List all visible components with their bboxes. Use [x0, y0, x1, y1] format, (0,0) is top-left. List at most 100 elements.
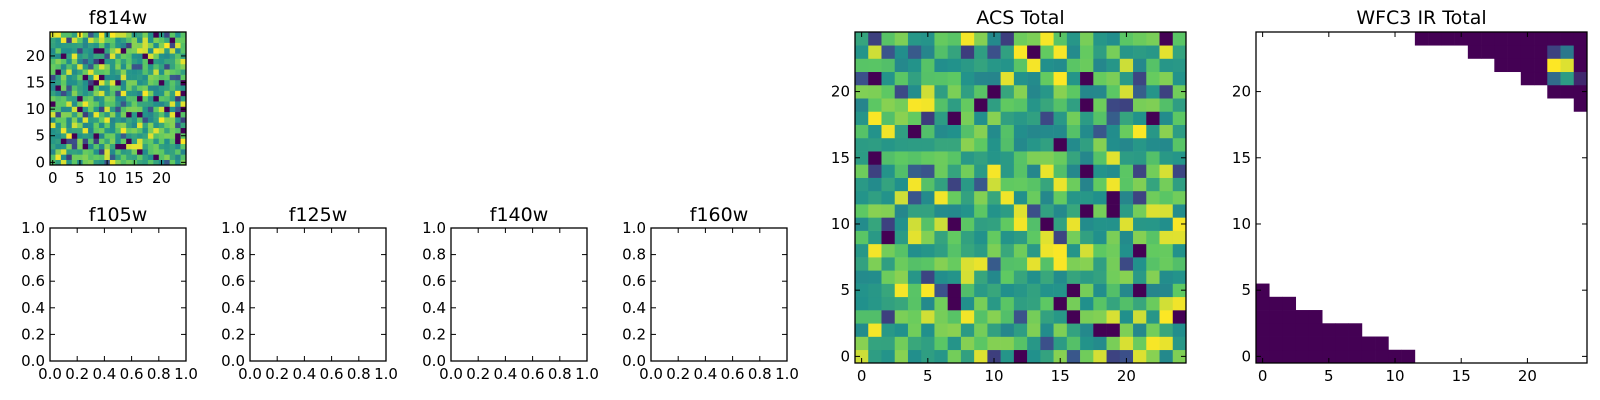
heatmap-cell [1066, 283, 1081, 298]
heatmap-cell [1159, 98, 1174, 112]
heatmap-cell [66, 90, 73, 97]
heatmap-cell [142, 117, 149, 123]
heatmap-cell [147, 63, 154, 70]
heatmap-cell [88, 79, 94, 86]
heatmap-cell [947, 58, 962, 73]
heatmap-cell [115, 111, 122, 118]
heatmap-cell [1093, 137, 1107, 152]
heatmap-cell [126, 111, 132, 118]
heatmap-cell [50, 117, 56, 123]
heatmap-cell [82, 37, 89, 43]
heatmap-cell [109, 127, 116, 134]
heatmap-cell [164, 63, 170, 70]
heatmap-cell [153, 133, 160, 139]
y-tick-label: 10 [831, 215, 850, 233]
heatmap-cell [1080, 111, 1094, 125]
y-tick-label: 0.8 [422, 246, 446, 264]
heatmap-cell [1027, 177, 1041, 192]
heatmap-cell [77, 79, 83, 86]
heatmap-cell [131, 122, 138, 129]
heatmap-cell [1106, 164, 1121, 178]
heatmap-cell [1146, 204, 1160, 218]
heatmap-cell [881, 310, 896, 324]
heatmap-cell [1106, 204, 1121, 218]
heatmap-cell [1013, 270, 1028, 284]
heatmap-cell [947, 230, 962, 245]
heatmap-cell [164, 111, 170, 118]
heatmap-cell [987, 45, 1001, 59]
heatmap-cell [1159, 349, 1174, 364]
heatmap-cell [855, 217, 869, 231]
heatmap-cell [109, 74, 116, 81]
heatmap-cell [158, 106, 165, 113]
heatmap-cell [137, 47, 143, 54]
heatmap-cell [1146, 310, 1160, 324]
heatmap-cell [1066, 230, 1081, 245]
heatmap-cell [180, 90, 187, 97]
heatmap-cell [907, 270, 922, 284]
heatmap-cell [120, 117, 127, 123]
heatmap-cell [50, 95, 56, 102]
heatmap-cell [50, 58, 56, 65]
heatmap-cell [131, 143, 138, 150]
heatmap-cell [1093, 32, 1107, 46]
heatmap-cell [158, 58, 165, 65]
heatmap-cell [104, 95, 111, 102]
heatmap-cell [164, 79, 170, 86]
heatmap-cell [855, 310, 869, 324]
heatmap-cell [1013, 98, 1028, 112]
heatmap-cell [142, 32, 149, 38]
heatmap-cell [1053, 270, 1068, 284]
heatmap-cell [175, 32, 181, 38]
heatmap-cell [1027, 137, 1041, 152]
heatmap-cell [1146, 98, 1160, 112]
heatmap-cell [109, 154, 116, 160]
heatmap-cell [71, 122, 78, 129]
heatmap-cell [987, 270, 1001, 284]
heatmap-cell [1119, 45, 1134, 59]
heatmap-cell [77, 63, 83, 70]
heatmap-cell [98, 159, 105, 166]
heatmap-cell [907, 243, 922, 258]
heatmap-cell [104, 122, 111, 129]
heatmap-cell [1040, 296, 1054, 311]
heatmap-cell [855, 71, 869, 86]
heatmap-cell [868, 124, 882, 139]
heatmap-cell [1119, 336, 1134, 351]
heatmap-cell [164, 42, 170, 49]
heatmap-cell [88, 127, 94, 134]
heatmap-cell [147, 101, 154, 107]
heatmap-cell [126, 149, 132, 155]
heatmap-cell [120, 159, 127, 166]
heatmap-cell [1027, 71, 1041, 86]
heatmap-cell [131, 63, 138, 70]
heatmap-cell [175, 111, 181, 118]
heatmap-cell [82, 79, 89, 86]
heatmap-cell [1053, 349, 1068, 364]
heatmap-cell [104, 143, 111, 150]
heatmap-cell [921, 217, 935, 231]
heatmap-cell [120, 32, 127, 38]
heatmap-cell [1000, 84, 1015, 99]
axes-frame [49, 31, 187, 166]
heatmap-cell [855, 164, 869, 178]
heatmap-cell [881, 177, 896, 192]
heatmap-cell [88, 32, 94, 38]
heatmap-cell [855, 124, 869, 139]
heatmap-cell [1172, 204, 1187, 218]
heatmap-cell [137, 74, 143, 81]
heatmap-cell [60, 154, 67, 160]
heatmap-cell [66, 37, 73, 43]
heatmap-cell [894, 349, 909, 364]
heatmap-cell [82, 159, 89, 166]
heatmap-cell [921, 283, 935, 298]
heatmap-cell [164, 143, 170, 150]
heatmap-cell [55, 95, 62, 102]
heatmap-cell [50, 138, 56, 145]
heatmap-cell [1573, 71, 1588, 86]
heatmap-cell [1093, 177, 1107, 192]
heatmap-cell [142, 159, 149, 166]
heatmap-cell [934, 217, 948, 231]
heatmap-cell [1119, 190, 1134, 205]
heatmap-cell [921, 164, 935, 178]
